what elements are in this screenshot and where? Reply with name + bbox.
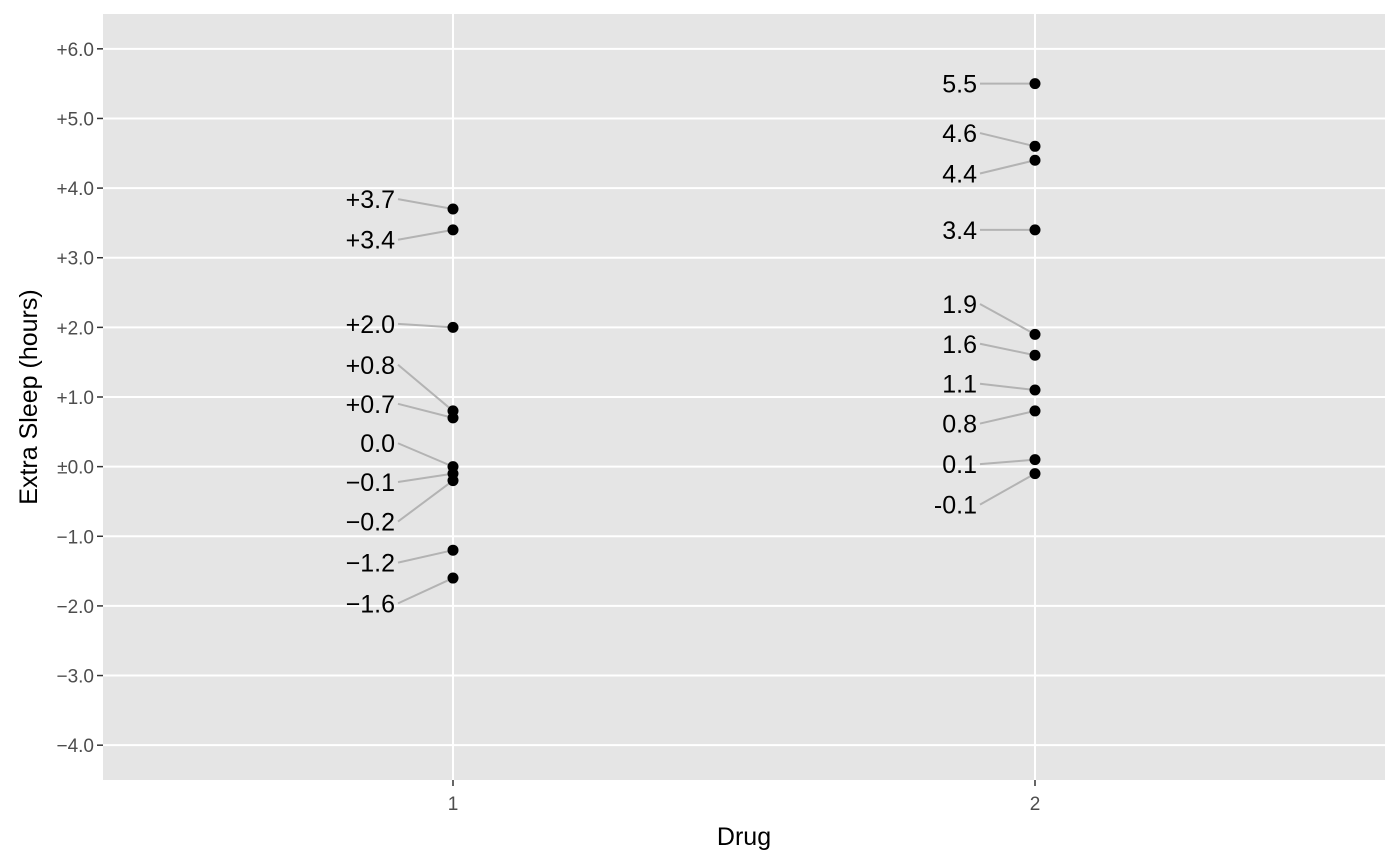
data-point xyxy=(447,572,459,584)
point-label: +2.0 xyxy=(346,311,395,339)
label-connector xyxy=(397,198,454,210)
label-connector xyxy=(397,364,454,412)
label-connector xyxy=(397,479,454,523)
y-axis-title: Extra Sleep (hours) xyxy=(15,289,43,504)
grid-lines xyxy=(103,14,1385,780)
y-tick-label: +6.0 xyxy=(56,40,94,61)
y-tick-label: −1.0 xyxy=(56,527,94,548)
data-point xyxy=(1029,328,1041,340)
label-connector xyxy=(397,577,454,605)
point-label: 1.6 xyxy=(942,331,977,359)
y-axis-ticks: +6.0 +5.0 +4.0 +3.0 +2.0 +1.0 ±0.0 −1.0 −2.0 −3.0… xyxy=(56,40,103,757)
data-point xyxy=(1029,78,1041,90)
point-label: 0.1 xyxy=(942,451,977,479)
data-points xyxy=(447,78,1041,584)
point-label: −0.2 xyxy=(346,509,395,537)
data-point xyxy=(1029,140,1041,152)
data-point xyxy=(1029,468,1041,480)
point-label: +0.7 xyxy=(346,391,395,419)
label-connector xyxy=(979,159,1036,175)
label-connector xyxy=(979,458,1036,466)
data-point xyxy=(1029,154,1041,166)
label-connector xyxy=(979,472,1036,506)
y-tick-label: +3.0 xyxy=(56,249,94,270)
point-label: 3.4 xyxy=(942,217,977,245)
point-label: 5.5 xyxy=(942,71,977,99)
point-label: +3.4 xyxy=(346,227,395,255)
data-point xyxy=(1029,454,1041,466)
y-tick-label: −3.0 xyxy=(56,667,94,688)
point-label: 4.4 xyxy=(942,161,977,189)
y-tick-label: +5.0 xyxy=(56,109,94,130)
label-connector xyxy=(397,442,454,468)
point-label: −0.1 xyxy=(346,469,395,497)
y-tick-label: ±0.0 xyxy=(57,458,94,479)
x-axis-title: Drug xyxy=(717,823,771,851)
data-point xyxy=(447,203,459,215)
data-point xyxy=(1029,384,1041,396)
point-label: −1.2 xyxy=(346,550,395,578)
point-label: 1.1 xyxy=(942,371,977,399)
data-point xyxy=(447,224,459,236)
point-label: +3.7 xyxy=(346,186,395,214)
label-connectors xyxy=(397,82,1036,605)
label-connector xyxy=(397,472,454,483)
label-connector xyxy=(979,303,1036,336)
x-tick-label: 2 xyxy=(1030,794,1041,815)
x-tick-label: 1 xyxy=(448,794,459,815)
point-label: 0.8 xyxy=(942,411,977,439)
data-point xyxy=(1029,349,1041,361)
label-connector xyxy=(397,322,454,329)
data-point xyxy=(1029,224,1041,236)
label-connector xyxy=(979,382,1036,392)
label-connector xyxy=(397,228,454,241)
point-label: -0.1 xyxy=(934,492,977,520)
point-label: +0.8 xyxy=(346,352,395,380)
point-label: 4.6 xyxy=(942,120,977,148)
data-point xyxy=(447,412,459,424)
label-connector xyxy=(979,409,1036,425)
data-point xyxy=(447,544,459,556)
data-point xyxy=(1029,405,1041,417)
point-labels: +3.7 +3.4 +2.0 +0.8 +0.7 0.0 −0.1 −0.2 −1.2 −1.6 5… xyxy=(346,71,977,619)
point-label: −1.6 xyxy=(346,590,395,618)
data-point xyxy=(447,475,459,487)
y-tick-label: −4.0 xyxy=(56,736,94,757)
y-tick-label: −2.0 xyxy=(56,597,94,618)
data-point xyxy=(447,321,459,333)
label-connector xyxy=(397,402,454,419)
label-connector xyxy=(397,549,454,564)
label-connector xyxy=(979,342,1036,357)
y-tick-label: +2.0 xyxy=(56,318,94,339)
y-tick-label: +4.0 xyxy=(56,179,94,200)
point-label: 1.9 xyxy=(942,291,977,319)
point-label: 0.0 xyxy=(360,430,395,458)
y-tick-label: +1.0 xyxy=(56,388,94,409)
label-connector xyxy=(979,132,1036,148)
